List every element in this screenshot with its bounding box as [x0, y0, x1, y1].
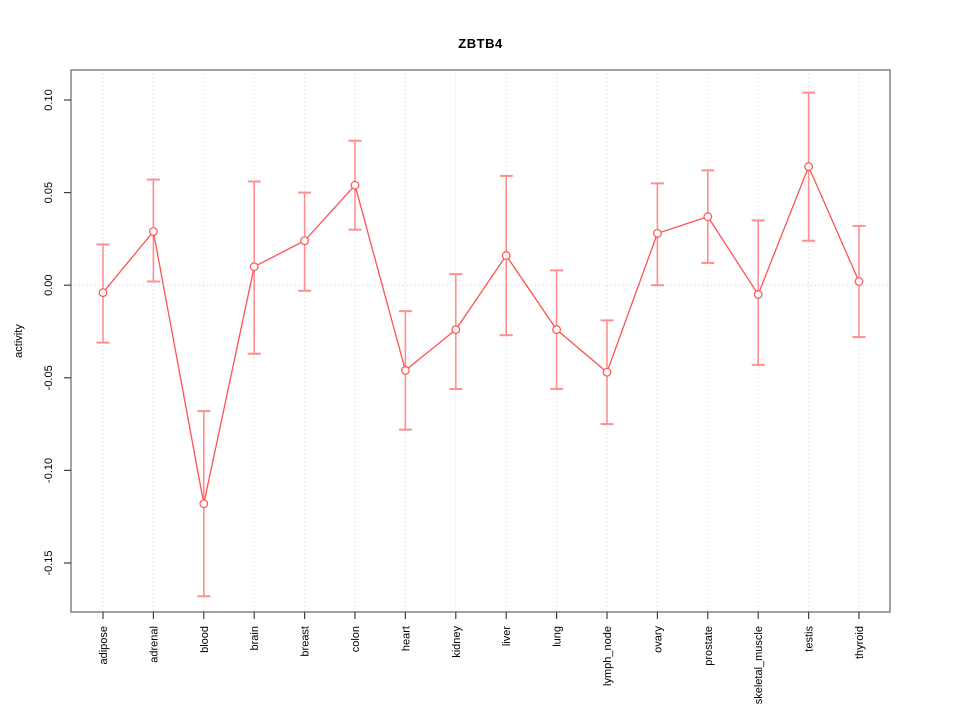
data-point	[300, 236, 310, 246]
x-tick-label: adipose	[98, 626, 110, 665]
x-tick-label: skeletal_muscle	[753, 626, 765, 704]
x-tick-label: brain	[249, 626, 261, 650]
x-tick-label: prostate	[703, 626, 715, 666]
data-point	[451, 325, 461, 335]
data-point	[199, 499, 209, 509]
x-tick-label: testis	[804, 626, 816, 652]
y-tick-label: -0.10	[43, 458, 55, 483]
plot-frame	[70, 69, 891, 613]
chart-title: ZBTB4	[458, 36, 503, 51]
x-tick-label: breast	[300, 626, 312, 657]
data-point	[148, 227, 158, 236]
x-tick-label: liver	[501, 626, 513, 647]
data-point	[401, 365, 410, 375]
data-point	[501, 251, 511, 260]
x-tick-label: ovary	[652, 626, 664, 653]
data-point	[804, 162, 813, 172]
data-point	[249, 262, 259, 272]
y-tick-label: 0.10	[43, 89, 55, 110]
y-tick-label: -0.15	[43, 550, 55, 575]
x-tick-label: adrenal	[148, 626, 160, 663]
data-point	[552, 325, 561, 335]
data-point	[602, 367, 612, 377]
x-tick-label: blood	[199, 626, 211, 653]
data-point	[350, 180, 360, 190]
x-tick-label: kidney	[451, 626, 463, 658]
y-tick-label: 0.00	[43, 274, 55, 295]
data-point	[98, 288, 108, 298]
data-point	[653, 228, 662, 238]
y-tick-label: 0.05	[43, 182, 55, 203]
x-tick-label: thyroid	[854, 626, 866, 659]
x-tick-label: lymph_node	[602, 626, 614, 686]
y-axis-label: activity	[13, 324, 25, 358]
series-line	[102, 164, 860, 504]
data-point	[854, 277, 864, 286]
data-point	[703, 212, 713, 222]
data-point	[753, 290, 763, 299]
x-tick-label: colon	[350, 626, 362, 652]
y-tick-label: -0.05	[43, 365, 55, 390]
x-tick-label: lung	[552, 626, 564, 647]
x-tick-label: heart	[400, 626, 412, 651]
